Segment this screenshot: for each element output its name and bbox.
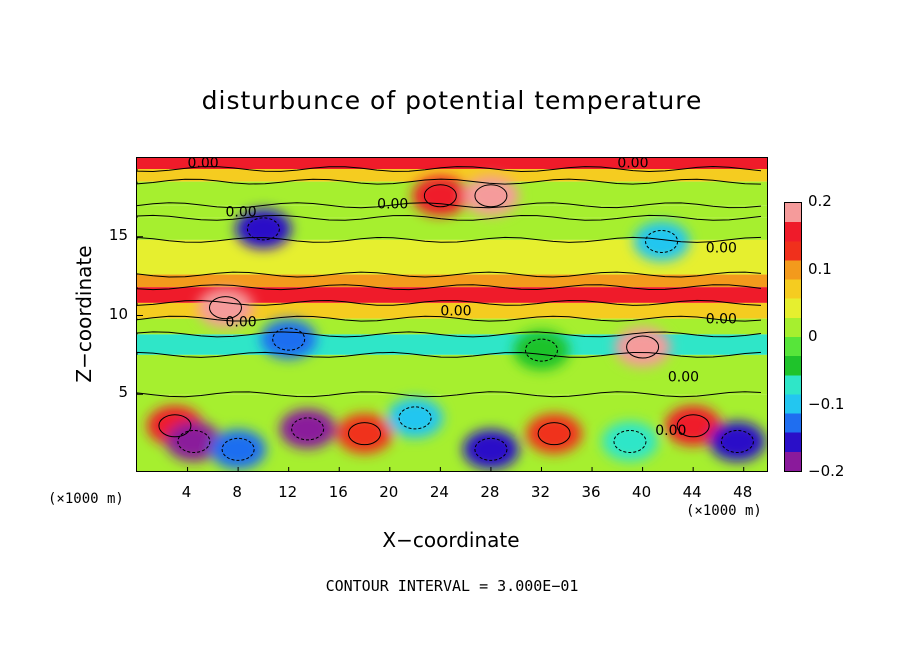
heat-anomaly-10 — [210, 429, 267, 470]
contour-label-6: 0.00 — [440, 304, 471, 320]
heat-anomaly-2 — [633, 221, 690, 262]
contour-ring-1 — [474, 184, 508, 208]
x-tick-label-7: 32 — [530, 483, 551, 501]
contour-ring-8 — [158, 414, 192, 438]
chart-title: disturbunce of potential temperature — [201, 86, 703, 115]
contour-line-11 — [137, 351, 762, 358]
x-tick-label-2: 12 — [278, 483, 298, 501]
y-tick-label-1: 10 — [108, 304, 128, 323]
heat-band-1 — [137, 169, 767, 182]
heat-anomaly-18 — [709, 421, 766, 462]
x-tick-label-6: 28 — [480, 483, 500, 501]
contour-ring-18 — [720, 430, 754, 453]
heat-anomaly-17 — [665, 405, 722, 446]
x-unit-left: (×1000 m) — [48, 491, 124, 507]
contour-ring-3 — [246, 217, 280, 241]
heat-anomaly-1 — [462, 175, 519, 216]
contour-ring-4 — [208, 296, 242, 320]
contour-line-4 — [137, 214, 762, 221]
x-tick-label-9: 40 — [632, 483, 652, 501]
heat-band-11 — [137, 354, 767, 395]
heat-band-8 — [137, 302, 767, 319]
contour-ring-6 — [524, 338, 558, 362]
contour-label-3: 0.00 — [617, 158, 648, 171]
x-tick-label-4: 20 — [379, 483, 399, 501]
colorbar-tick-label-4: −0.2 — [808, 462, 845, 480]
heat-anomaly-14 — [462, 429, 519, 470]
heat-band-10 — [137, 334, 767, 355]
x-tick-label-5: 24 — [429, 483, 449, 501]
heat-anomaly-16 — [601, 421, 658, 462]
y-tick-label-2: 15 — [108, 225, 128, 244]
x-unit-right: (×1000 m) — [686, 503, 762, 519]
contour-ring-13 — [398, 406, 432, 430]
contour-label-5: 0.00 — [225, 315, 256, 331]
contour-label-7: 0.00 — [706, 311, 737, 327]
x-axis-label: X−coordinate — [382, 528, 520, 552]
contour-line-6 — [137, 271, 762, 278]
colorbar — [784, 202, 802, 472]
x-tick-label-8: 36 — [581, 483, 601, 501]
heat-band-6 — [137, 274, 767, 288]
y-tick-label-0: 5 — [118, 383, 128, 402]
x-tick-label-10: 44 — [682, 483, 702, 501]
x-tick-label-11: 48 — [733, 483, 753, 501]
contour-ring-14 — [474, 437, 508, 461]
colorbar-tick-label-2: 0 — [808, 327, 818, 345]
contour-line-9 — [137, 315, 762, 322]
contour-ring-2 — [645, 229, 679, 253]
x-tick-label-0: 4 — [181, 483, 192, 501]
plot-area: 0.00 0.00 0.00 0.00 0.00 0.00 0.00 0.00 0.00 0.00 — [136, 157, 768, 472]
contour-ring-7 — [626, 335, 660, 359]
contour-line-10 — [137, 331, 762, 338]
contour-label-4: 0.00 — [706, 241, 737, 257]
contour-line-2 — [137, 178, 762, 185]
x-tick-label-1: 8 — [232, 483, 242, 501]
heat-anomaly-15 — [526, 413, 583, 454]
contour-line-7 — [137, 284, 762, 291]
contour-line-5 — [137, 236, 762, 243]
contour-label-2: 0.00 — [377, 196, 408, 212]
heat-anomaly-7 — [614, 327, 671, 367]
contour-line-12 — [137, 391, 762, 398]
contour-ring-16 — [613, 430, 647, 453]
heat-band-0 — [137, 158, 767, 170]
contour-interval: CONTOUR INTERVAL = 3.000E−01 — [325, 577, 579, 595]
contour-ring-9 — [177, 430, 211, 453]
heat-anomaly-6 — [513, 330, 570, 371]
heat-band-4 — [137, 217, 767, 240]
contour-ring-5 — [272, 327, 306, 351]
contour-line-8 — [137, 299, 762, 306]
colorbar-tick-label-3: −0.1 — [808, 394, 845, 413]
contour-ring-11 — [291, 417, 325, 441]
contour-line-3 — [137, 202, 762, 209]
colorbar-tick-label-0: 0.2 — [808, 192, 832, 210]
contour-label-8: 0.00 — [668, 370, 699, 386]
heat-anomaly-11 — [279, 408, 336, 449]
heat-anomaly-5 — [260, 319, 317, 360]
heat-anomaly-13 — [387, 397, 444, 438]
contour-ring-0 — [423, 184, 457, 208]
heat-anomaly-12 — [336, 413, 393, 454]
contour-ring-17 — [676, 414, 710, 438]
heat-band-7 — [137, 287, 767, 303]
x-tick-label-3: 16 — [328, 483, 348, 501]
heat-anomaly-4 — [197, 287, 254, 328]
heat-anomaly-0 — [412, 175, 469, 216]
heat-anomaly-9 — [165, 421, 222, 462]
colorbar-tick-label-1: 0.1 — [808, 259, 832, 278]
y-axis-label: Z−coordinate — [72, 245, 96, 383]
contour-ring-10 — [221, 437, 255, 461]
heatmap-canvas: 0.00 0.00 0.00 0.00 0.00 0.00 0.00 0.00 0.00 0.00 — [137, 158, 767, 471]
contour-ring-15 — [537, 422, 571, 446]
contour-ring-12 — [348, 422, 382, 446]
contour-label-1: 0.00 — [225, 204, 256, 220]
contour-line-1 — [137, 165, 762, 173]
contour-label-0: 0.00 — [188, 158, 219, 171]
contour-label-9: 0.00 — [655, 423, 686, 439]
